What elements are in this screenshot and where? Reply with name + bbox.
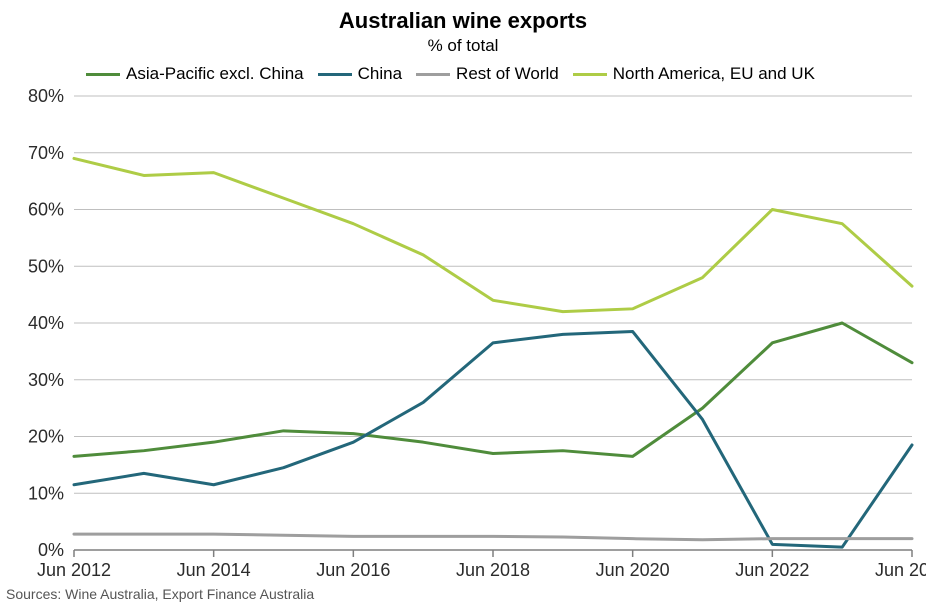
- svg-text:50%: 50%: [28, 256, 64, 276]
- svg-text:10%: 10%: [28, 483, 64, 503]
- legend-item: North America, EU and UK: [573, 64, 815, 84]
- svg-text:Jun 2018: Jun 2018: [456, 560, 530, 580]
- legend-label: China: [358, 64, 402, 84]
- legend-swatch: [86, 73, 120, 76]
- legend-item: Asia-Pacific excl. China: [86, 64, 304, 84]
- legend-label: Rest of World: [456, 64, 559, 84]
- svg-text:20%: 20%: [28, 427, 64, 447]
- legend-swatch: [318, 73, 352, 76]
- svg-text:Jun 2014: Jun 2014: [177, 560, 251, 580]
- source-text: Sources: Wine Australia, Export Finance …: [6, 586, 314, 602]
- svg-text:Jun 2024: Jun 2024: [875, 560, 926, 580]
- legend-swatch: [573, 73, 607, 76]
- svg-text:30%: 30%: [28, 370, 64, 390]
- svg-text:40%: 40%: [28, 313, 64, 333]
- legend-swatch: [416, 73, 450, 76]
- svg-text:60%: 60%: [28, 200, 64, 220]
- svg-text:Jun 2022: Jun 2022: [735, 560, 809, 580]
- svg-text:Jun 2020: Jun 2020: [596, 560, 670, 580]
- svg-text:70%: 70%: [28, 143, 64, 163]
- chart-container: Australian wine exports % of total 0%10%…: [0, 0, 926, 606]
- legend-label: Asia-Pacific excl. China: [126, 64, 304, 84]
- svg-text:Jun 2016: Jun 2016: [316, 560, 390, 580]
- legend-item: Rest of World: [416, 64, 559, 84]
- svg-text:0%: 0%: [38, 540, 64, 560]
- chart-legend: Asia-Pacific excl. China China Rest of Wor…: [86, 64, 829, 84]
- svg-text:Jun 2012: Jun 2012: [37, 560, 111, 580]
- legend-label: North America, EU and UK: [613, 64, 815, 84]
- chart-svg: 0% 10% 20% 30% 40% 50% 60% 70% 80% Jun 2012 Jun 20…: [0, 0, 926, 606]
- svg-text:80%: 80%: [28, 86, 64, 106]
- legend-item: China: [318, 64, 402, 84]
